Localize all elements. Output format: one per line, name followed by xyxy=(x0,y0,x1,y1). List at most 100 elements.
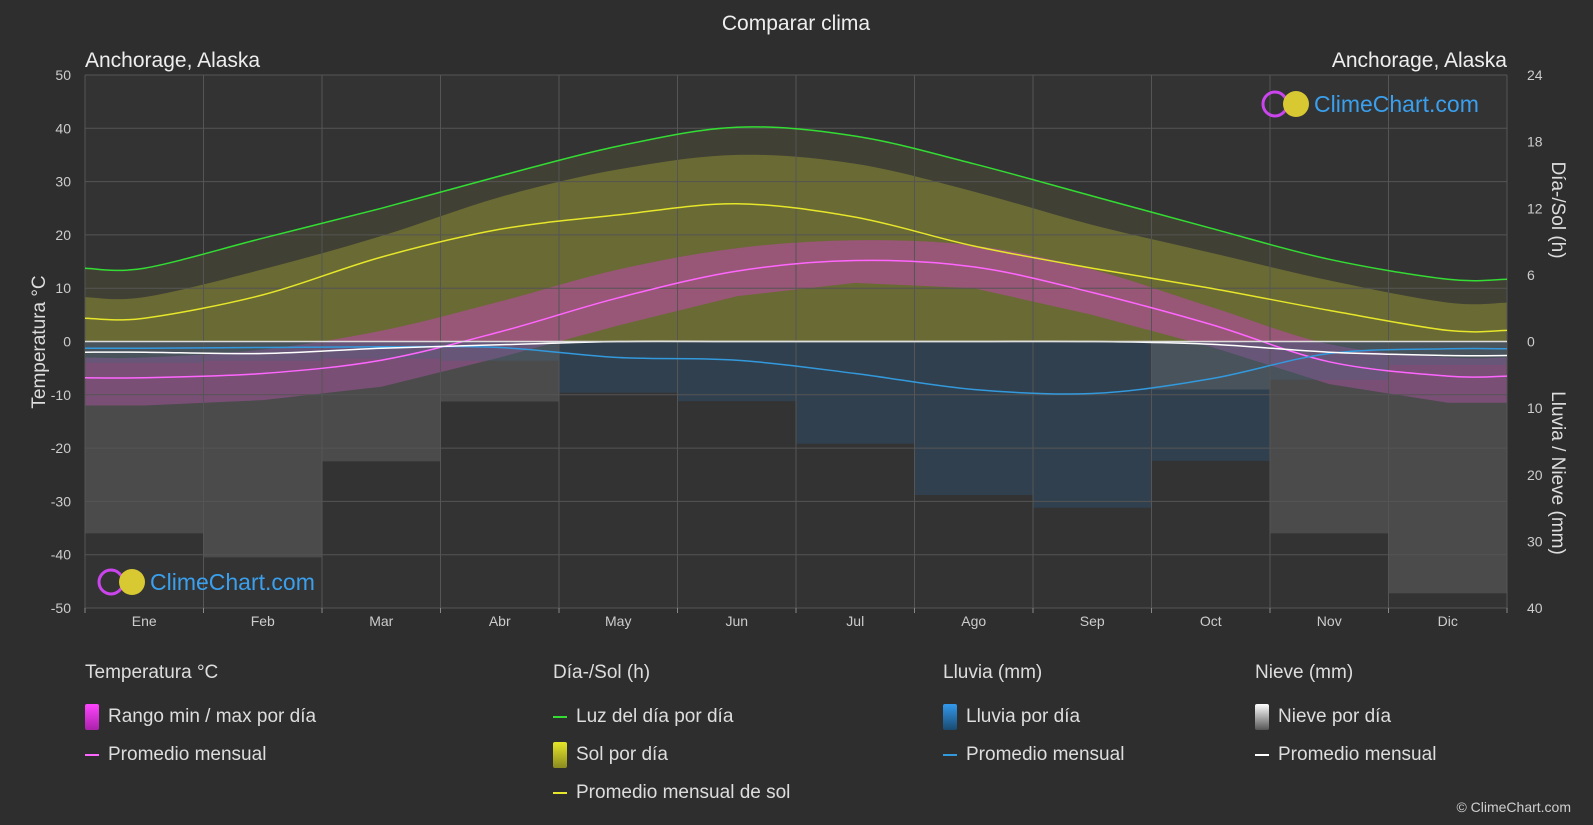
legend-label: Nieve por día xyxy=(1278,706,1392,727)
logo-sun-icon xyxy=(119,569,145,595)
brand-logo-top: ClimeChart.com xyxy=(1261,90,1479,118)
y-left-tick-label: 20 xyxy=(55,227,71,243)
brand-logo-bottom: ClimeChart.com xyxy=(97,568,315,596)
legend-rain-title: Lluvia (mm) xyxy=(943,662,1043,683)
legend-sun-title: Día-/Sol (h) xyxy=(553,662,651,683)
rain-bar xyxy=(1033,341,1152,508)
y-left-tick-label: 50 xyxy=(55,67,71,83)
daylight-line xyxy=(84,126,1508,282)
legend-label: Luz del día por día xyxy=(576,706,734,727)
snow-avg-swatch xyxy=(1255,754,1269,756)
x-tick-label: Dic xyxy=(1438,613,1458,629)
chart-title: Comparar clima xyxy=(722,12,871,35)
x-tick-label: Oct xyxy=(1200,613,1222,629)
y-axis-right-top-label: Día-/Sol (h) xyxy=(1547,161,1568,258)
x-tick-label: May xyxy=(605,613,631,629)
legend-temperature: Temperatura °C Rango min / max por día P… xyxy=(85,662,316,774)
x-tick-label: Mar xyxy=(369,613,393,629)
y-right-bottom-tick-label: 30 xyxy=(1527,533,1543,549)
copyright: © ClimeChart.com xyxy=(1456,799,1571,815)
y-axis-right-bottom-label: Lluvia / Nieve (mm) xyxy=(1547,391,1568,555)
rain-avg-line xyxy=(84,345,1508,395)
legend-item-sun: Sol por día xyxy=(553,736,790,774)
snow-bar xyxy=(1388,341,1507,594)
rain-bar xyxy=(559,341,678,393)
y-left-tick-label: 40 xyxy=(55,120,71,136)
sun-swatch xyxy=(553,742,567,768)
rain-swatch xyxy=(943,704,957,730)
legend-label: Promedio mensual xyxy=(966,744,1125,765)
y-left-tick-label: -50 xyxy=(51,600,71,616)
legend-label: Promedio mensual xyxy=(1278,744,1437,765)
brand-name-bottom: ClimeChart.com xyxy=(150,569,315,595)
y-left-tick-label: -10 xyxy=(51,387,71,403)
legend-item-daylight: Luz del día por día xyxy=(553,698,790,736)
x-tick-label: Abr xyxy=(489,613,511,629)
axes: 50 40 30 20 10 0 -10 -20 -30 -40 -50 24 18 12 6 0 10 20 30… xyxy=(51,67,1543,629)
y-right-top-tick-label: 18 xyxy=(1527,134,1543,150)
sun-avg-swatch xyxy=(553,792,567,794)
daylight-swatch xyxy=(553,716,567,718)
legend-temperature-title: Temperatura °C xyxy=(85,662,219,683)
legend-item-temp-range: Rango min / max por día xyxy=(85,698,316,736)
legend-item-sun-avg: Promedio mensual de sol xyxy=(553,774,790,812)
rain-avg-swatch xyxy=(943,754,957,756)
x-tick-label: Jun xyxy=(725,613,748,629)
snow-bar xyxy=(203,341,322,558)
rain-bar xyxy=(677,341,796,402)
legend-sun: Día-/Sol (h) Luz del día por día Sol por… xyxy=(553,662,790,812)
y-right-top-tick-label: 12 xyxy=(1527,200,1543,216)
y-left-tick-label: 30 xyxy=(55,174,71,190)
logo-sun-icon xyxy=(1283,91,1309,117)
snow-bar xyxy=(322,341,441,462)
rain-bar xyxy=(914,341,1033,495)
legend-item-snow-day: Nieve por día xyxy=(1255,698,1436,736)
snow-bar xyxy=(1270,341,1389,534)
legend-snow-title: Nieve (mm) xyxy=(1255,662,1354,683)
series-lines xyxy=(84,126,1508,395)
temp-avg-line xyxy=(84,259,1508,379)
legend-item-rain-day: Lluvia por día xyxy=(943,698,1124,736)
snow-bar xyxy=(1151,341,1270,390)
x-tick-label: Feb xyxy=(251,613,275,629)
y-axis-left-label: Temperatura °C xyxy=(29,275,50,408)
x-tick-label: Nov xyxy=(1317,613,1342,629)
x-tick-label: Sep xyxy=(1080,613,1105,629)
snow-bar xyxy=(440,341,559,402)
y-right-bottom-tick-label: 10 xyxy=(1527,400,1543,416)
legend-item-temp-avg: Promedio mensual xyxy=(85,736,316,774)
x-tick-label: Jul xyxy=(846,613,864,629)
y-left-tick-label: -30 xyxy=(51,493,71,509)
rain-bar xyxy=(1151,341,1270,461)
legend-item-rain-avg: Promedio mensual xyxy=(943,736,1124,774)
y-right-bottom-tick-label: 20 xyxy=(1527,467,1543,483)
temp-avg-swatch xyxy=(85,754,99,756)
legend-label: Sol por día xyxy=(576,744,668,765)
snow-bar xyxy=(85,341,204,534)
legend-label: Promedio mensual xyxy=(108,744,267,765)
rain-bar xyxy=(796,341,915,444)
rain-bar xyxy=(203,341,322,361)
location-left: Anchorage, Alaska xyxy=(85,49,260,72)
temp-range-swatch xyxy=(85,704,99,730)
location-right: Anchorage, Alaska xyxy=(1332,49,1507,72)
legend-label: Lluvia por día xyxy=(966,706,1081,727)
legend-item-snow-avg: Promedio mensual xyxy=(1255,736,1436,774)
legend-snow: Nieve (mm) Nieve por día Promedio mensua… xyxy=(1255,662,1436,774)
y-right-top-tick-label: 0 xyxy=(1527,334,1535,350)
sun-avg-line xyxy=(84,203,1508,333)
legend-label: Promedio mensual de sol xyxy=(576,782,791,803)
legend-label: Rango min / max por día xyxy=(108,706,317,727)
y-left-tick-label: 10 xyxy=(55,280,71,296)
legend-rain: Lluvia (mm) Lluvia por día Promedio mens… xyxy=(943,662,1124,774)
y-left-tick-label: 0 xyxy=(63,334,71,350)
rain-bar xyxy=(1388,341,1507,365)
y-left-tick-label: -20 xyxy=(51,440,71,456)
x-tick-label: Ene xyxy=(132,613,157,629)
y-right-top-tick-label: 24 xyxy=(1527,67,1543,83)
y-left-tick-label: -40 xyxy=(51,547,71,563)
y-right-top-tick-label: 6 xyxy=(1527,267,1535,283)
x-tick-label: Ago xyxy=(961,613,986,629)
brand-name-top: ClimeChart.com xyxy=(1314,91,1479,117)
